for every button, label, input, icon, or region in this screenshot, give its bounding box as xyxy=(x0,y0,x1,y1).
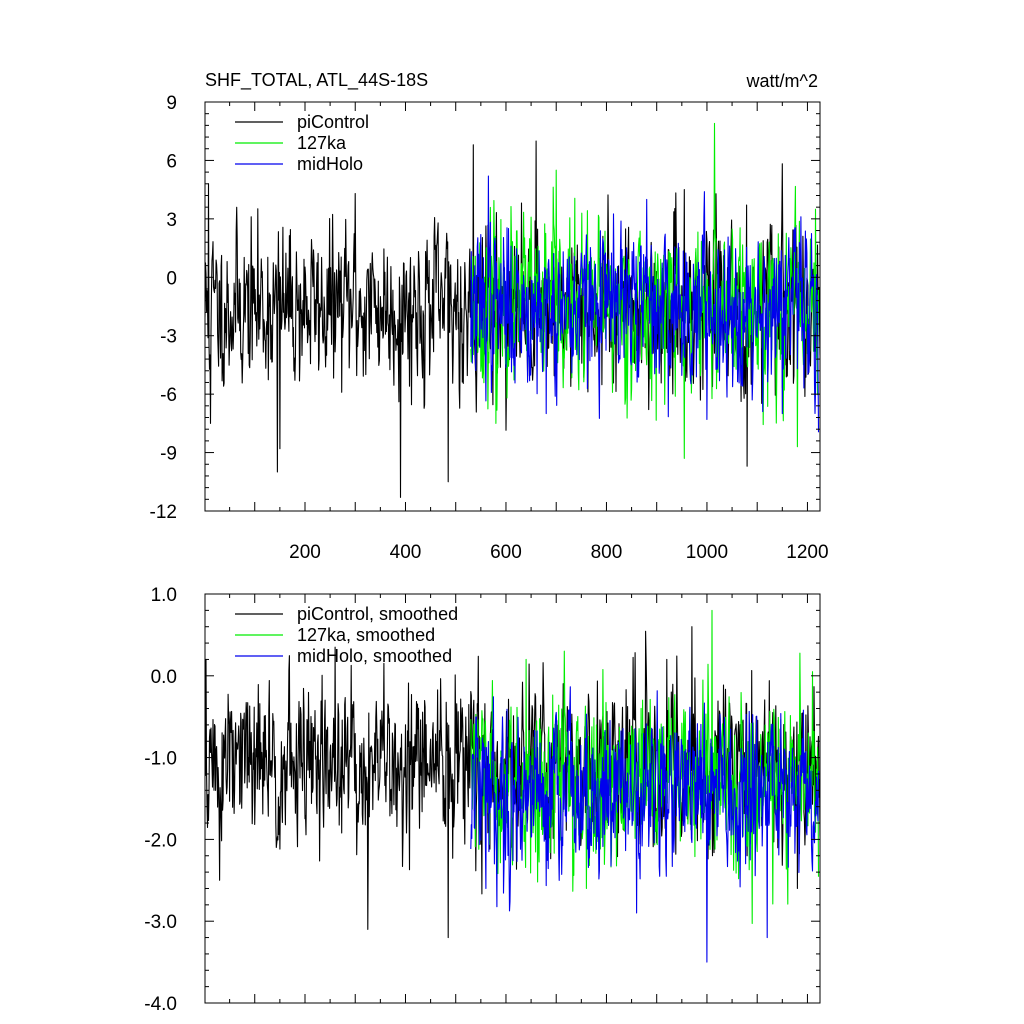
y-tick-label: -3 xyxy=(160,327,177,348)
series-line-midholo-smoothed xyxy=(470,686,820,963)
x-tick-label: 600 xyxy=(490,542,522,563)
x-axis-top: 200 400 600 800 1000 1200 xyxy=(229,102,829,563)
y-tick-label: 9 xyxy=(166,93,177,114)
y-tick-label: -2.0 xyxy=(144,830,177,851)
x-tick-label: 200 xyxy=(289,542,321,563)
y-tick-label: -9 xyxy=(160,444,177,465)
y-tick-label: -3.0 xyxy=(144,912,177,933)
y-tick-label: -6 xyxy=(160,385,177,406)
y-tick-label: 3 xyxy=(166,210,177,231)
y-tick-label: 0 xyxy=(166,268,177,289)
x-tick-label: 1000 xyxy=(686,542,728,563)
x-tick-label: 800 xyxy=(591,542,623,563)
series-line-127ka xyxy=(470,122,820,459)
series-line-midholo xyxy=(470,175,820,433)
x-axis-bottom xyxy=(229,594,808,1003)
y-tick-label: 1.0 xyxy=(151,585,177,606)
legend-label: midHolo xyxy=(297,154,363,174)
y-tick-label: -1.0 xyxy=(144,749,177,770)
y-tick-label: -12 xyxy=(150,502,177,523)
legend-label: 127ka, smoothed xyxy=(297,625,435,645)
legend-label: midHolo, smoothed xyxy=(297,646,452,666)
legend-label: piControl, smoothed xyxy=(297,604,458,624)
legend-label: piControl xyxy=(297,112,369,132)
frame-top xyxy=(204,101,821,512)
y-tick-label: -4.0 xyxy=(144,994,177,1015)
x-tick-label: 1200 xyxy=(786,542,828,563)
y-tick-label: 6 xyxy=(166,151,177,172)
plot-area-bottom xyxy=(205,609,820,963)
chart-title: SHF_TOTAL, ATL_44S-18S xyxy=(205,70,428,91)
legend-label: 127ka xyxy=(297,133,347,153)
units-label: watt/m^2 xyxy=(746,71,818,91)
frame-bottom xyxy=(204,593,821,1004)
panel-bottom: -4.0 -3.0 -2.0 -1.0 0.0 1.0 piControl, smooth… xyxy=(144,585,821,1015)
x-tick-label: 400 xyxy=(390,542,422,563)
plot-area-top xyxy=(205,122,820,498)
series-line-127ka-smoothed xyxy=(470,609,820,925)
panel-top: -12 -9 -6 -3 0 3 6 9 200 400 600 800 1000 1200 piCon… xyxy=(150,93,829,563)
y-tick-label: 0.0 xyxy=(151,667,177,688)
